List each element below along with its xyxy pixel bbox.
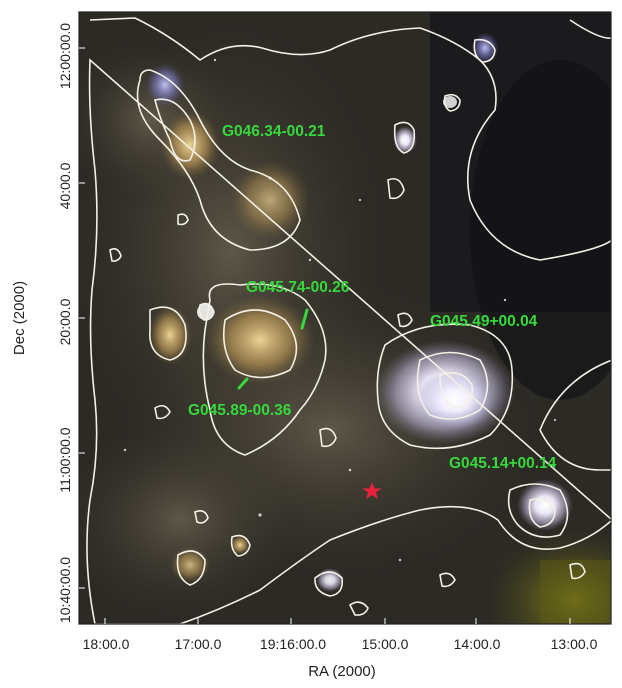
x-tick-label: 14:00.0 [454,636,501,652]
region-label-1: G046.34-00.21 [222,123,326,140]
y-tick-label: 12:00:00.0 [57,23,73,89]
y-tick-labels: 12:00:00.0 40:00.0 20:00.0 11:00:00.0 10… [57,23,73,623]
contour-lines [86,17,611,624]
y-tick-label: 11:00:00.0 [57,427,73,492]
region-label-2: G045.74-00.26 [246,279,350,296]
sky-image [79,12,611,624]
x-tick-label: 13:00.0 [551,636,598,652]
region-label-5: G045.14+00.14 [449,455,557,472]
x-tick-label: 19:16:00.0 [260,636,326,652]
x-axis-title: RA (2000) [308,663,376,680]
red-star-icon [362,482,382,499]
region-pointers [237,308,309,390]
x-tick-labels: 18:00.0 17:00.0 19:16:00.0 15:00.0 14:00… [83,636,598,652]
region-label-4: G045.89-00.36 [188,402,292,419]
y-tick-label: 40:00.0 [57,162,73,209]
y-tick-label: 20:00.0 [57,298,73,345]
tick-marks [79,47,571,624]
region-label-3: G045.49+00.04 [430,313,538,330]
x-tick-label: 18:00.0 [83,636,130,652]
x-tick-label: 17:00.0 [175,636,222,652]
y-axis-title: Dec (2000) [11,281,28,355]
x-tick-label: 15:00.0 [362,636,409,652]
y-tick-label: 10:40:00.0 [57,557,73,623]
